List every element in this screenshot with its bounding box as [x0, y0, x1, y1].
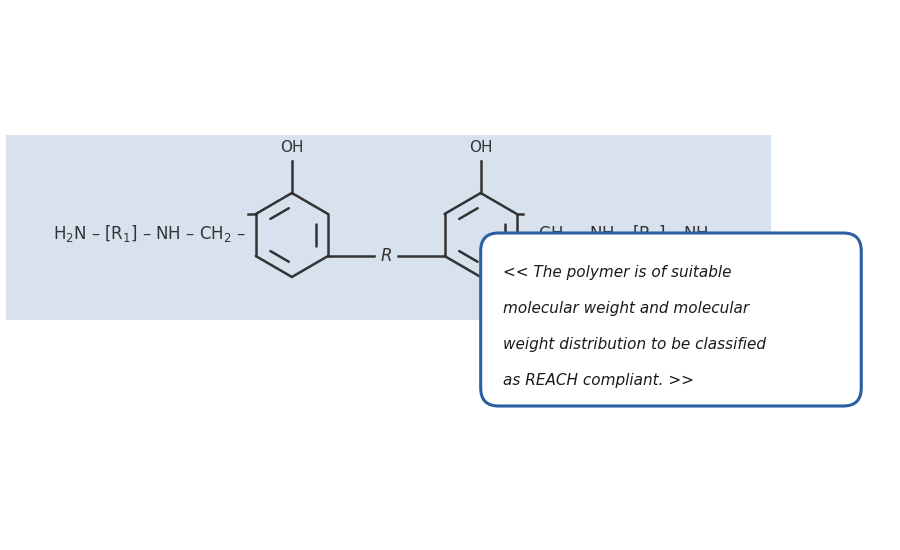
FancyBboxPatch shape — [5, 135, 770, 320]
Text: H$_2$N – [R$_1$] – NH – CH$_2$ –: H$_2$N – [R$_1$] – NH – CH$_2$ – — [53, 223, 246, 244]
Text: – CH$_2$ – NH – [R$_1$] – NH$_2$: – CH$_2$ – NH – [R$_1$] – NH$_2$ — [525, 223, 716, 244]
Text: molecular weight and molecular: molecular weight and molecular — [502, 301, 749, 316]
FancyBboxPatch shape — [481, 233, 861, 406]
Text: OH: OH — [280, 140, 303, 155]
Text: OH: OH — [469, 140, 492, 155]
Text: R: R — [381, 247, 392, 265]
Text: << The polymer is of suitable: << The polymer is of suitable — [502, 265, 731, 280]
Text: as REACH compliant. >>: as REACH compliant. >> — [502, 373, 693, 388]
Text: weight distribution to be classified: weight distribution to be classified — [502, 337, 766, 352]
